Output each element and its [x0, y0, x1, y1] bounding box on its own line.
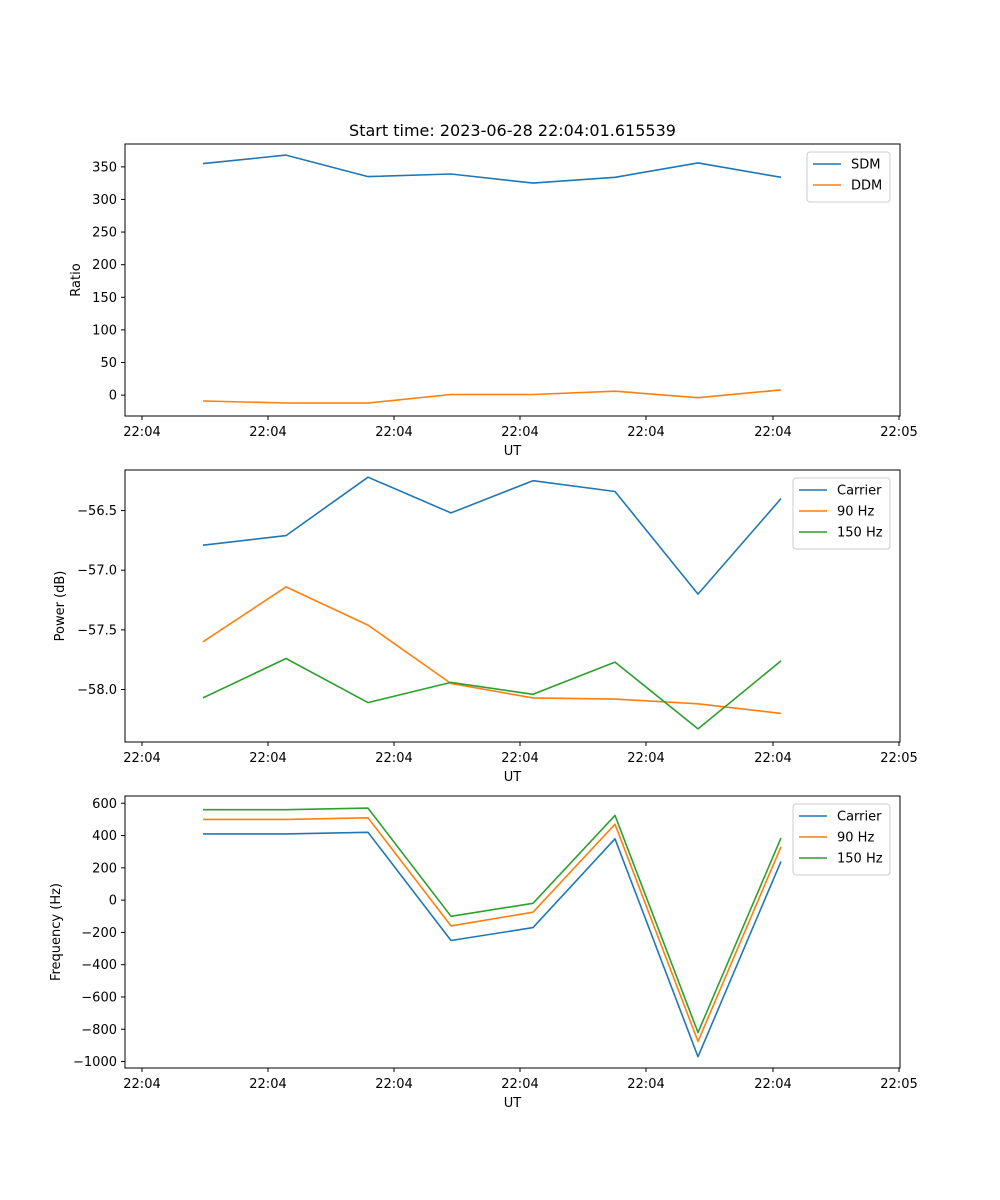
series-line-carrier — [202, 476, 782, 595]
series-line-150-hz — [202, 657, 782, 730]
y-tick-label: 600 — [92, 797, 117, 812]
x-tick-label: 22:04 — [249, 1077, 286, 1092]
x-tick-label: 22:04 — [627, 425, 664, 440]
axes-frame — [124, 143, 901, 417]
y-tick-label: 200 — [92, 258, 117, 273]
legend-label: 90 Hz — [837, 505, 874, 520]
chart-title: Start time: 2023-06-28 22:04:01.615539 — [349, 121, 676, 140]
y-tick-label: −1000 — [73, 1055, 117, 1070]
x-tick-label: 22:04 — [249, 425, 286, 440]
x-tick-label: 22:04 — [754, 751, 791, 766]
x-tick-label: 22:04 — [627, 1077, 664, 1092]
series-line-sdm — [202, 154, 782, 184]
y-tick-label: 300 — [92, 193, 117, 208]
legend-label: SDM — [851, 158, 880, 173]
legend-label: 90 Hz — [837, 831, 874, 846]
y-tick-label: −58.0 — [77, 683, 117, 698]
legend: Carrier 90 Hz 150 Hz — [792, 803, 891, 876]
x-tick-label: 22:05 — [880, 1077, 917, 1092]
y-tick-label: −800 — [81, 1023, 117, 1038]
y-tick-label: 100 — [92, 323, 117, 338]
panel-3: 22:04 22:04 22:04 22:04 22:04 22:04 22:05 UT −10… — [49, 795, 918, 1111]
y-tick-label: −57.5 — [77, 623, 117, 638]
x-tick-label: 22:04 — [249, 751, 286, 766]
x-axis-label: UT — [504, 770, 522, 785]
series-line-90-hz — [203, 816, 782, 1043]
axes-frame — [124, 469, 901, 743]
x-tick-label: 22:04 — [375, 425, 412, 440]
legend-label: DDM — [851, 179, 882, 194]
axes-frame — [124, 795, 901, 1069]
y-axis-label: Power (dB) — [53, 571, 68, 642]
x-tick-label: 22:04 — [123, 1077, 160, 1092]
x-tick-label: 22:04 — [627, 751, 664, 766]
y-tick-label: −600 — [81, 990, 117, 1005]
legend-label: Carrier — [837, 484, 882, 499]
x-tick-label: 22:05 — [880, 425, 917, 440]
series-line-90-hz — [202, 586, 782, 715]
x-tick-label: 22:05 — [880, 751, 917, 766]
y-tick-label: 250 — [92, 226, 117, 241]
series-line-ddm — [202, 389, 782, 404]
y-tick-label: 50 — [100, 356, 117, 371]
x-tick-label: 22:04 — [501, 751, 538, 766]
y-tick-label: −400 — [81, 958, 117, 973]
x-tick-label: 22:04 — [123, 751, 160, 766]
panel-1: 22:04 22:04 22:04 22:04 22:04 22:04 22:05 UT 0 50… — [69, 143, 918, 459]
y-tick-label: 200 — [92, 861, 117, 876]
y-tick-label: 0 — [109, 389, 117, 404]
legend-label: 150 Hz — [837, 852, 883, 867]
y-axis-label: Frequency (Hz) — [49, 883, 64, 981]
x-tick-label: 22:04 — [501, 1077, 538, 1092]
series-line-150-hz — [203, 807, 782, 1034]
y-tick-label: 400 — [92, 829, 117, 844]
x-axis-label: UT — [504, 1096, 522, 1111]
x-tick-label: 22:04 — [375, 1077, 412, 1092]
y-tick-label: 150 — [92, 291, 117, 306]
panels: 22:04 22:04 22:04 22:04 22:04 22:04 22:05 UT 0 50… — [49, 143, 918, 1111]
series-line-carrier — [203, 831, 782, 1058]
x-axis-label: UT — [504, 444, 522, 459]
x-tick-label: 22:04 — [501, 425, 538, 440]
y-tick-label: −56.5 — [77, 504, 117, 519]
legend: Carrier 90 Hz 150 Hz — [792, 477, 891, 550]
x-tick-label: 22:04 — [754, 1077, 791, 1092]
y-tick-label: 0 — [109, 894, 117, 909]
legend-label: Carrier — [837, 810, 882, 825]
panel-2: 22:04 22:04 22:04 22:04 22:04 22:04 22:05 UT −58… — [53, 469, 918, 785]
x-tick-label: 22:04 — [375, 751, 412, 766]
legend: SDM DDM — [806, 151, 891, 203]
y-tick-label: 350 — [92, 160, 117, 175]
y-tick-label: −200 — [81, 926, 117, 941]
x-tick-label: 22:04 — [123, 425, 160, 440]
y-tick-label: −57.0 — [77, 564, 117, 579]
y-axis-label: Ratio — [69, 263, 84, 296]
legend-label: 150 Hz — [837, 526, 883, 541]
x-tick-label: 22:04 — [754, 425, 791, 440]
